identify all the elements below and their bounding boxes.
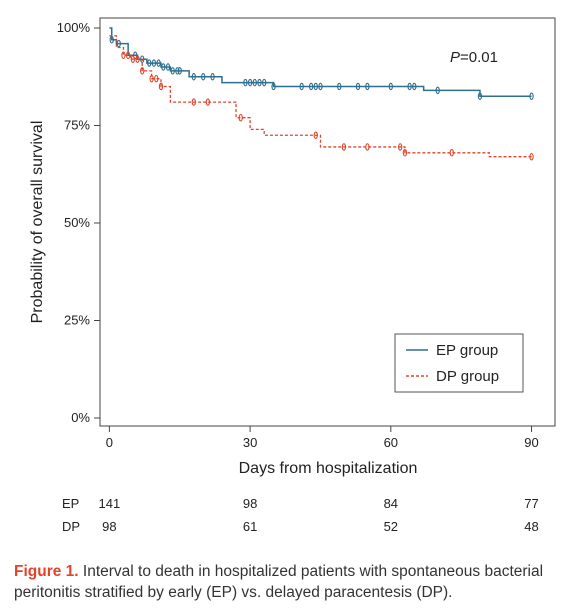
x-axis: 0 30 60 90	[106, 426, 539, 450]
censor-mark	[133, 51, 138, 60]
risk-count: 141	[99, 496, 121, 511]
censor-mark	[388, 82, 393, 91]
censor-mark	[412, 82, 417, 91]
risk-row-label: EP	[62, 496, 79, 511]
censor-mark	[165, 63, 171, 71]
censor-mark	[477, 92, 483, 101]
censor-mark	[191, 98, 196, 106]
censor-mark	[170, 67, 175, 75]
censor-mark	[318, 82, 323, 91]
censor-mark	[308, 82, 314, 91]
censor-mark	[140, 55, 145, 63]
censor-mark	[140, 67, 145, 75]
censor-mark	[299, 82, 304, 91]
censor-mark	[262, 78, 267, 87]
y-tick-label: 50%	[64, 215, 90, 230]
p-value-annotation: P=0.01	[450, 49, 498, 66]
censor-mark	[135, 55, 140, 63]
censor-mark	[529, 152, 534, 161]
figure-caption: Figure 1. Interval to death in hospitali…	[14, 561, 564, 603]
legend-label-dp: DP group	[436, 368, 499, 385]
x-tick-label: 30	[243, 435, 257, 450]
censor-mark	[201, 73, 206, 81]
censor-mark	[402, 149, 408, 157]
censor-mark	[449, 149, 454, 157]
y-tick-label: 75%	[64, 118, 90, 133]
censor-mark	[365, 82, 370, 91]
censor-mark	[341, 143, 347, 151]
censor-mark	[210, 73, 215, 81]
legend: EP group DP group	[394, 333, 524, 393]
survival-chart: 0% 25% 50% 75% 100% 0 30 60 90 Probability of o…	[29, 17, 556, 534]
risk-row-label: DP	[62, 519, 80, 534]
censor-mark	[205, 98, 211, 106]
censor-mark	[177, 67, 182, 75]
censor-mark	[116, 39, 121, 48]
censor-mark	[149, 74, 154, 83]
censor-mark	[238, 113, 243, 122]
censor-mark	[156, 59, 161, 67]
figure-label: Figure 1.	[14, 563, 79, 580]
risk-count: 48	[524, 519, 538, 534]
censor-mark	[435, 86, 440, 95]
censor-mark	[271, 82, 276, 91]
censor-mark	[175, 67, 180, 75]
y-axis-title: Probability of overall survival	[29, 121, 46, 324]
censor-mark	[151, 59, 157, 67]
censor-mark	[337, 82, 342, 91]
censor-mark	[398, 143, 403, 151]
censor-mark	[109, 35, 114, 44]
censor-mark	[147, 59, 152, 67]
risk-count: 61	[243, 519, 257, 534]
risk-count: 98	[243, 496, 257, 511]
censor-mark	[252, 78, 257, 87]
legend-box	[394, 333, 524, 393]
x-tick-label: 60	[384, 435, 398, 450]
censor-mark	[121, 51, 126, 60]
y-tick-label: 0%	[71, 410, 90, 425]
x-tick-label: 90	[524, 435, 538, 450]
y-tick-label: 100%	[57, 20, 91, 35]
censor-mark	[257, 78, 262, 87]
censor-mark	[313, 131, 318, 140]
censor-mark	[355, 82, 361, 91]
censor-mark	[247, 78, 253, 87]
censor-mark	[313, 82, 318, 91]
censor-mark	[130, 55, 135, 63]
censor-mark	[158, 82, 164, 91]
censor-mark	[243, 78, 248, 87]
risk-count: 98	[102, 519, 116, 534]
p-value-symbol: P	[450, 49, 460, 66]
censor-mark	[154, 74, 159, 83]
censor-mark	[529, 92, 534, 101]
censor-mark	[161, 63, 166, 71]
risk-count: 77	[524, 496, 538, 511]
y-tick-label: 25%	[64, 313, 90, 328]
censor-mark	[365, 143, 370, 151]
censor-mark	[191, 73, 196, 81]
x-tick-label: 0	[106, 435, 113, 450]
censor-mark	[407, 82, 412, 91]
survival-curves	[109, 27, 532, 158]
plot-frame	[99, 17, 556, 427]
y-axis: 0% 25% 50% 75% 100%	[57, 20, 100, 425]
risk-count: 84	[384, 496, 398, 511]
risk-table: EP 141 98 84 77 DP 98 61 52 48	[62, 496, 539, 534]
legend-label-ep: EP group	[436, 342, 498, 359]
censor-mark	[125, 51, 131, 60]
x-axis-title: Days from hospitalization	[239, 460, 418, 477]
figure-caption-text: Interval to death in hospitalized patien…	[14, 563, 544, 601]
censor-marks	[109, 35, 534, 161]
survival-line-ep	[109, 27, 532, 97]
p-value-text: =0.01	[460, 49, 498, 66]
risk-count: 52	[384, 519, 398, 534]
